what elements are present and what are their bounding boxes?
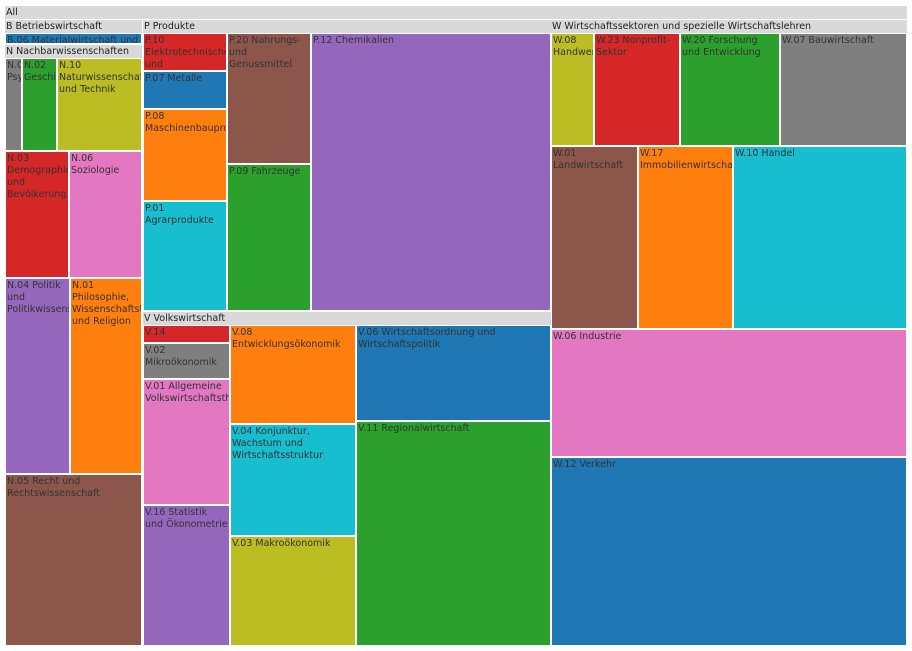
treemap-cell-w-06[interactable]: W.06 Industrie (551, 329, 907, 457)
treemap-label: V Volkswirtschaft (144, 313, 226, 324)
treemap-label: P.12 Chemikalien (313, 35, 395, 46)
treemap-cell-v-14[interactable]: V.14 (143, 325, 230, 343)
treemap-group-header-w[interactable]: W Wirtschaftssektoren und spezielle Wirt… (551, 19, 907, 33)
treemap-group-header-v[interactable]: V Volkswirtschaft (143, 311, 551, 325)
treemap-cell-v-08[interactable]: V.08 Entwicklungsökonomik (230, 325, 356, 424)
treemap-cell-v-16[interactable]: V.16 Statistik und Ökonometrie (143, 505, 230, 646)
treemap-label: W.17 Immobilienwirtschaft (640, 148, 733, 171)
treemap-label: W Wirtschaftssektoren und spezielle Wirt… (552, 21, 812, 32)
treemap-group-header-p[interactable]: P Produkte (143, 19, 551, 33)
treemap-cell-p-07[interactable]: P.07 Metalle (143, 71, 227, 109)
treemap-cell-b-06[interactable]: B.06 Materialwirtschaft und (5, 33, 142, 44)
treemap-label: W.07 Bauwirtschaft (782, 35, 874, 46)
treemap-cell-n-0[interactable]: N.0 Psy (5, 58, 22, 151)
treemap-label: N Nachbarwissenschaften (6, 46, 130, 57)
treemap-cell-w-08[interactable]: W.08 Handwerk (551, 33, 594, 146)
treemap-label: V.14 (145, 327, 166, 338)
treemap-label: P.09 Fahrzeuge (229, 166, 301, 177)
treemap-cell-w-07[interactable]: W.07 Bauwirtschaft (780, 33, 907, 146)
treemap-cell-v-11[interactable]: V.11 Regionalwirtschaft (356, 421, 551, 646)
treemap-cell-v-03[interactable]: V.03 Makroökonomik (230, 536, 356, 646)
treemap-cell-v-01[interactable]: V.01 Allgemeine Volkswirtschaftstheorie (143, 379, 230, 505)
treemap-cell-p-10[interactable]: P.10 Elektrotechnische und elektronische (143, 33, 227, 71)
treemap-label: B.06 Materialwirtschaft und (7, 35, 139, 44)
treemap-label: V.16 Statistik und Ökonometrie (145, 507, 228, 530)
treemap-label: N.05 Recht und Rechtswissenschaft (7, 476, 101, 499)
treemap-label: W.10 Handel (735, 148, 795, 159)
treemap-label: N.02 Geschi (24, 60, 57, 83)
treemap-label: W.01 Landwirtschaft (553, 148, 624, 171)
treemap-label: W.06 Industrie (553, 331, 622, 342)
treemap-label: N.04 Politik und Politikwissenschaft (7, 280, 70, 315)
treemap-cell-n-10[interactable]: N.10 Naturwissenschaften und Technik (57, 58, 142, 151)
treemap-cell-v-04[interactable]: V.04 Konjunktur, Wachstum und Wirtschaft… (230, 424, 356, 536)
treemap-label: N.01 Philosophie, Wissenschaftstheorie u… (72, 280, 141, 327)
treemap-label: W.08 Handwerk (553, 35, 593, 58)
treemap-label: N.0 Psy (7, 60, 22, 83)
treemap-label: N.06 Soziologie (71, 153, 120, 176)
treemap-label: B Betriebswirtschaft (6, 21, 102, 32)
treemap-cell-n-05[interactable]: N.05 Recht und Rechtswissenschaft (5, 474, 142, 646)
treemap-label: P.08 Maschinenbauprodukte (145, 111, 227, 134)
treemap-label: V.11 Regionalwirtschaft (358, 423, 470, 434)
treemap-cell-w-23[interactable]: W.23 Nonprofit-Sektor (594, 33, 680, 146)
treemap-cell-p-01[interactable]: P.01 Agrarprodukte (143, 201, 227, 311)
treemap-label: V.04 Konjunktur, Wachstum und Wirtschaft… (232, 426, 324, 461)
treemap-cell-w-12[interactable]: W.12 Verkehr (551, 457, 907, 646)
treemap-label: W.20 Forschung und Entwicklung (682, 35, 761, 58)
treemap-label: N.10 Naturwissenschaften und Technik (59, 60, 141, 95)
treemap-label: W.12 Verkehr (553, 459, 616, 470)
treemap-label: P.07 Metalle (145, 73, 203, 84)
treemap-cell-n-02[interactable]: N.02 Geschi (22, 58, 57, 151)
treemap-label: V.01 Allgemeine Volkswirtschaftstheorie (145, 381, 229, 404)
treemap-label: W.23 Nonprofit-Sektor (596, 35, 671, 58)
treemap-cell-w-17[interactable]: W.17 Immobilienwirtschaft (638, 146, 733, 329)
treemap-label: P Produkte (144, 21, 195, 32)
treemap-group-header-n[interactable]: N Nachbarwissenschaften (5, 44, 142, 58)
treemap-cell-n-03[interactable]: N.03 Demographie und Bevölkerung (5, 151, 69, 278)
treemap-cell-n-06[interactable]: N.06 Soziologie (69, 151, 142, 278)
treemap-root-header[interactable]: All (5, 5, 907, 19)
treemap-cell-w-10[interactable]: W.10 Handel (733, 146, 907, 329)
treemap-label: P.01 Agrarprodukte (145, 203, 214, 226)
treemap-label: V.03 Makroökonomik (232, 538, 331, 549)
treemap-label: V.06 Wirtschaftsordnung und Wirtschaftsp… (358, 327, 496, 350)
treemap-group-header-b[interactable]: B Betriebswirtschaft (5, 19, 142, 33)
treemap-cell-p-12[interactable]: P.12 Chemikalien (311, 33, 551, 311)
treemap-label: All (6, 7, 18, 18)
treemap-cell-p-09[interactable]: P.09 Fahrzeuge (227, 164, 311, 311)
treemap-cell-w-01[interactable]: W.01 Landwirtschaft (551, 146, 638, 329)
treemap-cell-v-06[interactable]: V.06 Wirtschaftsordnung und Wirtschaftsp… (356, 325, 551, 421)
treemap-cell-v-02[interactable]: V.02 Mikroökonomik (143, 343, 230, 379)
treemap-label: P.10 Elektrotechnische und elektronische (145, 35, 227, 70)
treemap-label: N.03 Demographie und Bevölkerung (7, 153, 69, 200)
treemap-cell-p-20[interactable]: P.20 Nahrungs- und Genussmittel (227, 33, 311, 164)
treemap-cell-n-01[interactable]: N.01 Philosophie, Wissenschaftstheorie u… (70, 278, 142, 474)
treemap-label: P.20 Nahrungs- und Genussmittel (229, 35, 301, 70)
treemap-cell-n-04[interactable]: N.04 Politik und Politikwissenschaft (5, 278, 70, 474)
treemap-cell-p-08[interactable]: P.08 Maschinenbauprodukte (143, 109, 227, 201)
treemap-cell-w-20[interactable]: W.20 Forschung und Entwicklung (680, 33, 780, 146)
treemap-label: V.08 Entwicklungsökonomik (232, 327, 341, 350)
treemap-label: V.02 Mikroökonomik (145, 345, 217, 368)
